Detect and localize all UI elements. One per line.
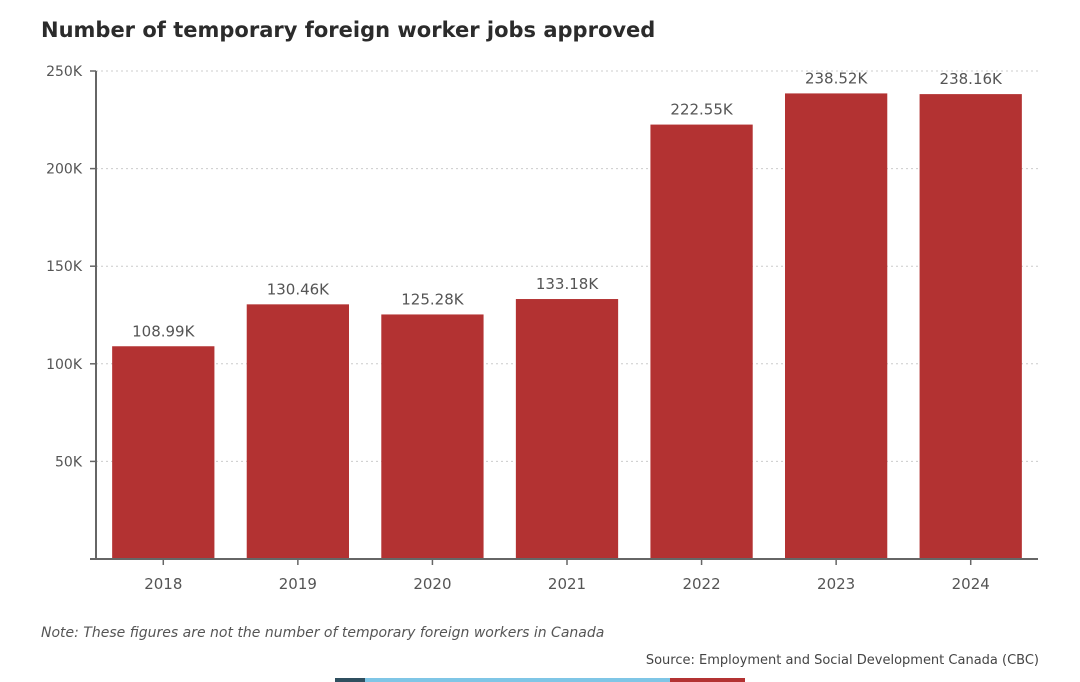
bar-2021 xyxy=(515,299,619,559)
bar-2020 xyxy=(381,314,484,559)
bar-2022 xyxy=(650,124,753,559)
x-tick-label: 2019 xyxy=(279,575,317,593)
x-tick-label: 2021 xyxy=(548,575,586,593)
decorative-color-strip xyxy=(335,678,745,682)
chart-title: Number of temporary foreign worker jobs … xyxy=(41,18,656,42)
y-tick-label: 250K xyxy=(46,64,83,80)
x-tick-labels: 2018 2019 2020 2021 2022 2023 2024 xyxy=(144,575,990,593)
x-tick-label: 2018 xyxy=(144,575,182,593)
data-label: 125.28K xyxy=(401,290,464,308)
axes xyxy=(90,70,1038,565)
data-label: 238.16K xyxy=(940,70,1003,88)
x-tick-label: 2024 xyxy=(952,575,990,593)
bar-2023 xyxy=(785,93,888,559)
x-tick-label: 2020 xyxy=(413,575,451,593)
y-tick-label: 50K xyxy=(55,454,83,470)
bar-2024 xyxy=(919,94,1022,559)
y-tick-label: 100K xyxy=(46,357,83,373)
y-tick-label: 200K xyxy=(46,162,83,178)
x-tick-label: 2023 xyxy=(817,575,855,593)
data-labels: 108.99K 130.46K 125.28K 133.18K 222.55K 238.5… xyxy=(132,69,1003,340)
strip-segment xyxy=(365,678,670,682)
bar-2018 xyxy=(112,346,215,559)
chart-source: Source: Employment and Social Developmen… xyxy=(645,653,1039,668)
bar-2019 xyxy=(246,304,349,559)
bars xyxy=(112,93,1022,559)
x-tick-label: 2022 xyxy=(682,575,720,593)
data-label: 238.52K xyxy=(805,69,868,87)
strip-segment xyxy=(335,678,365,682)
chart-note: Note: These figures are not the number o… xyxy=(41,625,605,641)
strip-segment xyxy=(670,678,745,682)
y-tick-labels: 50K 100K 150K 200K 250K xyxy=(46,64,83,470)
data-label: 130.46K xyxy=(267,280,330,298)
data-label: 133.18K xyxy=(536,275,599,293)
data-label: 222.55K xyxy=(670,101,733,119)
y-tick-label: 150K xyxy=(46,259,83,275)
data-label: 108.99K xyxy=(132,322,195,340)
